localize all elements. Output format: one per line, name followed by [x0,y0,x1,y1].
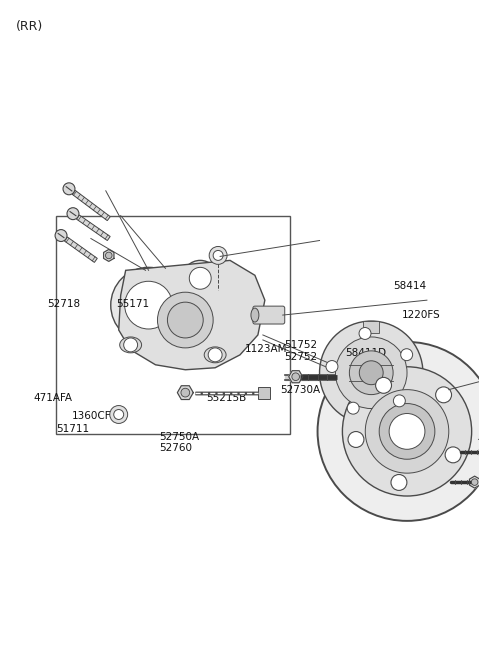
Circle shape [391,474,407,491]
Circle shape [365,390,449,473]
Text: 58411D: 58411D [345,348,386,358]
Polygon shape [119,260,265,370]
Polygon shape [288,371,302,382]
Circle shape [208,348,222,362]
Circle shape [471,479,478,485]
Circle shape [168,302,203,338]
Text: 471AFA: 471AFA [34,393,73,403]
Circle shape [348,432,364,447]
Circle shape [349,351,393,395]
Circle shape [182,260,218,297]
Text: 52750A: 52750A [159,432,199,442]
Circle shape [110,405,128,423]
Text: 51711: 51711 [56,424,89,434]
Polygon shape [76,215,110,241]
Circle shape [55,230,67,241]
Text: 55215B: 55215B [206,393,247,403]
Ellipse shape [120,337,142,353]
Circle shape [209,247,227,264]
Text: 58414: 58414 [393,281,426,291]
Circle shape [318,342,480,521]
Circle shape [445,447,461,463]
Circle shape [342,367,472,496]
Circle shape [359,327,371,339]
Circle shape [347,402,359,414]
Circle shape [401,349,413,361]
Polygon shape [469,476,480,488]
Text: 55171: 55171 [116,298,149,309]
Ellipse shape [251,308,259,322]
Circle shape [336,337,407,409]
Circle shape [67,208,79,220]
Text: (RR): (RR) [16,20,44,33]
Polygon shape [178,386,193,400]
Text: 1220FS: 1220FS [402,310,441,319]
Bar [56,216,290,434]
Polygon shape [64,237,97,262]
Circle shape [213,251,223,260]
Text: 1123AM: 1123AM [245,344,287,354]
Circle shape [181,388,190,397]
Bar [363,321,379,333]
Circle shape [189,268,211,289]
Text: 52718: 52718 [47,298,80,309]
Circle shape [125,281,172,329]
Circle shape [106,252,112,258]
Text: 51752: 51752 [284,340,317,350]
Circle shape [63,183,75,195]
Text: 1360CF: 1360CF [72,411,112,422]
Circle shape [124,338,138,352]
Circle shape [320,321,423,424]
Text: 52752: 52752 [284,352,317,362]
Circle shape [292,373,300,380]
Circle shape [111,268,186,343]
Circle shape [114,409,124,419]
Circle shape [376,377,392,394]
FancyBboxPatch shape [253,306,285,324]
Bar [258,386,270,399]
Text: 52730A: 52730A [281,385,321,396]
Circle shape [436,387,452,403]
Ellipse shape [204,347,226,363]
Polygon shape [104,249,114,261]
Text: 52760: 52760 [159,443,192,453]
Circle shape [389,413,425,449]
Polygon shape [72,190,110,220]
Circle shape [394,395,405,407]
Circle shape [157,292,213,348]
Circle shape [360,361,383,384]
Circle shape [379,403,435,459]
Circle shape [326,361,338,373]
